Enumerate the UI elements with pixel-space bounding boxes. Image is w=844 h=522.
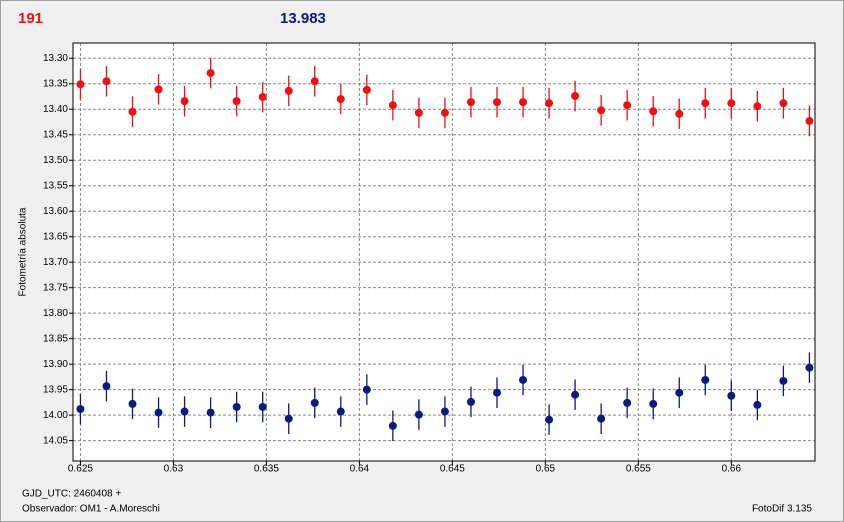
x-caption: GJD_UTC: 2460408 + — [22, 489, 121, 500]
y-tick-label: 13.75 — [43, 282, 68, 293]
y-tick-label: 13.40 — [43, 104, 68, 115]
point — [128, 399, 137, 408]
point — [779, 99, 788, 108]
point — [675, 388, 684, 397]
point — [649, 399, 658, 408]
point — [440, 407, 449, 416]
y-tick-label: 13.45 — [43, 129, 68, 140]
point — [753, 400, 762, 409]
point — [414, 410, 423, 419]
point — [597, 414, 606, 423]
point — [701, 99, 710, 108]
x-tick-label: 0.625 — [68, 464, 93, 475]
point — [362, 85, 371, 94]
point — [440, 108, 449, 117]
point — [571, 92, 580, 101]
y-tick-label: 13.55 — [43, 180, 68, 191]
point — [180, 97, 189, 106]
point — [466, 98, 475, 107]
point — [206, 408, 215, 417]
point — [519, 375, 528, 384]
point — [779, 376, 788, 385]
point — [623, 101, 632, 110]
point — [310, 398, 319, 407]
point — [232, 402, 241, 411]
point — [388, 421, 397, 430]
point — [805, 116, 814, 125]
point — [310, 77, 319, 86]
x-tick-label: 0.64 — [350, 464, 370, 475]
point — [545, 415, 554, 424]
y-tick-label: 13.85 — [43, 333, 68, 344]
point — [336, 95, 345, 104]
point — [675, 109, 684, 118]
y-tick-label: 13.95 — [43, 384, 68, 395]
point — [336, 407, 345, 416]
point — [206, 69, 215, 78]
point — [727, 391, 736, 400]
y-tick-label: 13.80 — [43, 308, 68, 319]
point — [180, 407, 189, 416]
point — [284, 414, 293, 423]
point — [701, 375, 710, 384]
plot-border — [72, 42, 816, 462]
point — [493, 388, 501, 397]
header-right: 13.983 — [280, 10, 326, 27]
y-tick-label: 14.05 — [43, 435, 68, 446]
point — [571, 390, 580, 399]
y-tick-label: 13.90 — [43, 359, 68, 370]
y-tick-label: 13.65 — [43, 231, 68, 242]
x-tick-label: 0.655 — [626, 464, 651, 475]
x-tick-label: 0.66 — [722, 464, 742, 475]
point — [76, 80, 85, 89]
software: FotoDif 3.135 — [752, 504, 812, 515]
x-tick-label: 0.635 — [254, 464, 279, 475]
y-tick-label: 13.35 — [43, 78, 68, 89]
x-tick-label: 0.645 — [440, 464, 465, 475]
point — [258, 93, 267, 102]
observer: Observador: OM1 - A.Moreschi — [22, 504, 160, 515]
x-tick-label: 0.63 — [164, 464, 184, 475]
y-tick-label: 13.60 — [43, 206, 68, 217]
y-tick-label: 13.50 — [43, 155, 68, 166]
y-tick-label: 13.70 — [43, 257, 68, 268]
point — [154, 85, 163, 94]
point — [493, 98, 501, 107]
point — [805, 363, 814, 372]
y-tick-label: 13.30 — [43, 53, 68, 64]
point — [519, 98, 528, 107]
x-tick-label: 0.65 — [536, 464, 556, 475]
point — [284, 86, 293, 95]
point — [232, 97, 241, 106]
point — [154, 408, 163, 417]
point — [623, 398, 632, 407]
point — [727, 99, 736, 108]
point — [597, 106, 606, 115]
point — [362, 385, 371, 394]
point — [76, 405, 85, 414]
point — [128, 107, 137, 116]
point — [753, 102, 762, 111]
point — [102, 77, 111, 86]
header-left: 191 — [18, 10, 43, 27]
point — [258, 402, 267, 411]
point — [466, 397, 475, 406]
y-tick-label: 14.00 — [43, 410, 68, 421]
y-axis-label: Fotometría absoluta — [18, 207, 29, 296]
point — [545, 99, 554, 108]
point — [388, 101, 397, 110]
point — [414, 108, 423, 117]
point — [649, 107, 658, 116]
point — [102, 382, 111, 391]
